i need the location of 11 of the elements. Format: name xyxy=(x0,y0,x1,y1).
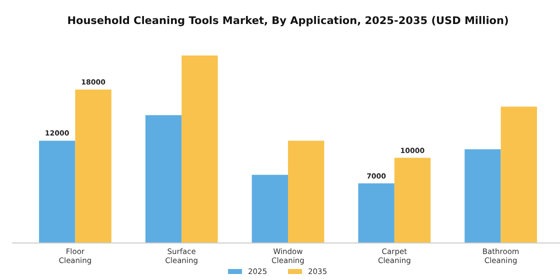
bar xyxy=(75,90,112,243)
bar xyxy=(182,56,218,243)
bar xyxy=(358,183,394,243)
bar xyxy=(288,140,324,243)
bar xyxy=(464,149,501,243)
bar xyxy=(500,106,537,243)
chart-title: Household Cleaning Tools Market, By Application, 2025-2035 (USD Million) xyxy=(67,15,509,27)
bar xyxy=(145,115,182,243)
bar xyxy=(39,140,76,243)
bar xyxy=(394,158,431,243)
bar xyxy=(252,174,288,243)
